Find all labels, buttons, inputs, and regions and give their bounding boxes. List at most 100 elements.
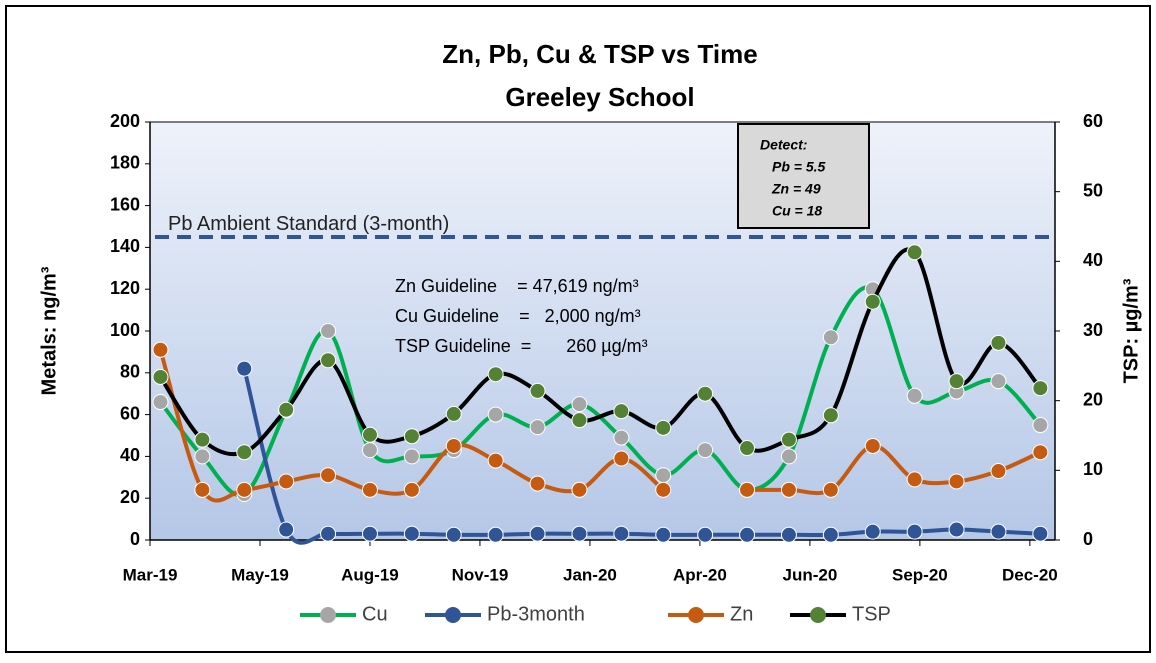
series-marker (655, 481, 672, 498)
y-tick-label: 100 (110, 320, 140, 340)
series-marker (655, 526, 672, 543)
series-marker (278, 473, 295, 490)
x-tick-label: Aug-19 (341, 565, 399, 584)
reference-label: Pb Ambient Standard (3-month) (168, 213, 449, 235)
detect-text: Cu = 18 (772, 203, 822, 219)
x-tick-label: Jun-20 (782, 565, 837, 584)
series-marker (529, 525, 546, 542)
series-marker (864, 437, 881, 454)
annotation: Cu Guideline = 2,000 ng/m³ (395, 306, 641, 326)
legend-label: Pb-3month (487, 603, 585, 625)
series-marker (613, 429, 630, 446)
series-marker (529, 419, 546, 436)
series-marker (571, 525, 588, 542)
series-marker (236, 444, 253, 461)
annotation: Zn Guideline = 47,619 ng/m³ (395, 276, 639, 296)
series-marker (236, 360, 253, 377)
series-marker (320, 467, 337, 484)
series-marker (990, 373, 1007, 390)
series-marker (1032, 525, 1049, 542)
series-marker (990, 463, 1007, 480)
chart-title: Zn, Pb, Cu & TSP vs Time (442, 39, 757, 69)
x-tick-label: May-19 (231, 565, 289, 584)
series-marker (361, 525, 378, 542)
series-marker (864, 293, 881, 310)
series-marker (1032, 444, 1049, 461)
series-marker (403, 525, 420, 542)
series-marker (990, 334, 1007, 351)
series-marker (320, 525, 337, 542)
series-marker (822, 407, 839, 424)
series-marker (278, 521, 295, 538)
y2-tick-label: 40 (1083, 250, 1103, 270)
series-marker (529, 475, 546, 492)
series-marker (906, 471, 923, 488)
y-tick-label: 200 (110, 111, 140, 131)
series-marker (739, 440, 756, 457)
y-tick-label: 120 (110, 278, 140, 298)
legend-label: Cu (362, 603, 388, 625)
y2-tick-label: 0 (1083, 529, 1093, 549)
x-tick-label: Nov-19 (452, 565, 509, 584)
series-marker (697, 385, 714, 402)
series-marker (445, 437, 462, 454)
series-marker (697, 442, 714, 459)
series-marker (487, 406, 504, 423)
annotation: TSP Guideline = 260 µg/m³ (395, 336, 648, 356)
series-marker (571, 412, 588, 429)
legend-label: Zn (730, 603, 753, 625)
series-marker (487, 452, 504, 469)
y-tick-label: 0 (130, 529, 140, 549)
series-marker (1032, 417, 1049, 434)
y2-axis-label: TSP: µg/m³ (1120, 278, 1142, 383)
series-marker (487, 526, 504, 543)
y-axis-label: Metals: ng/m³ (38, 266, 60, 395)
x-tick-label: Mar-19 (123, 565, 178, 584)
series-marker (739, 481, 756, 498)
series-marker (445, 405, 462, 422)
y-tick-label: 180 (110, 153, 140, 173)
series-marker (403, 428, 420, 445)
y-tick-label: 160 (110, 194, 140, 214)
y-tick-label: 40 (120, 445, 140, 465)
series-marker (655, 467, 672, 484)
chart-subtitle: Greeley School (505, 82, 694, 112)
series-marker (194, 448, 211, 465)
series-marker (278, 401, 295, 418)
series-marker (948, 521, 965, 538)
series-marker (613, 403, 630, 420)
series-marker (361, 442, 378, 459)
series-marker (655, 419, 672, 436)
series-marker (403, 448, 420, 465)
y-tick-label: 80 (120, 362, 140, 382)
series-marker (152, 368, 169, 385)
series-marker (990, 523, 1007, 540)
series-marker (948, 473, 965, 490)
x-tick-label: Jan-20 (563, 565, 617, 584)
series-marker (571, 396, 588, 413)
detect-text: Pb = 5.5 (772, 159, 826, 175)
series-marker (822, 481, 839, 498)
series-marker (236, 481, 253, 498)
series-marker (613, 525, 630, 542)
x-tick-label: Dec-20 (1002, 565, 1058, 584)
series-marker (780, 526, 797, 543)
x-tick-label: Apr-20 (673, 565, 727, 584)
detect-box (737, 123, 870, 229)
y2-tick-label: 10 (1083, 459, 1103, 479)
legend-marker (810, 607, 826, 623)
series-marker (1032, 380, 1049, 397)
series-marker (780, 448, 797, 465)
detect-text: Zn = 49 (771, 181, 821, 197)
series-marker (780, 431, 797, 448)
series-marker (697, 526, 714, 543)
series-marker (361, 481, 378, 498)
series-marker (361, 426, 378, 443)
y2-tick-label: 20 (1083, 389, 1103, 409)
series-marker (194, 431, 211, 448)
y-tick-label: 140 (110, 236, 140, 256)
series-marker (822, 329, 839, 346)
series-marker (445, 526, 462, 543)
series-marker (571, 481, 588, 498)
